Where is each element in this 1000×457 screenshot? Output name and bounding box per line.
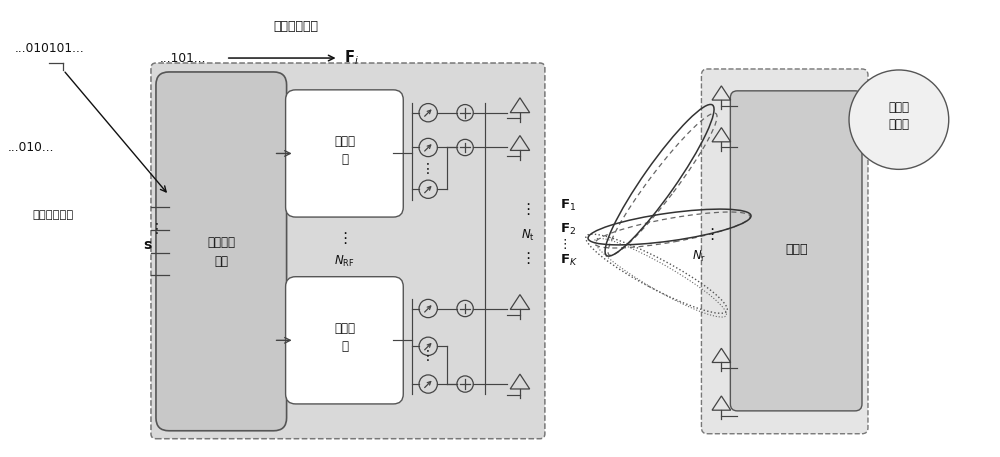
Text: ⋮: ⋮ [520, 251, 536, 266]
Text: $N_{\mathrm{t}}$: $N_{\mathrm{t}}$ [521, 228, 535, 243]
Text: 射频链
路: 射频链 路 [334, 135, 355, 166]
FancyBboxPatch shape [286, 276, 403, 404]
Text: $\mathbf{F}_i$: $\mathbf{F}_i$ [344, 49, 359, 67]
Text: ...010101...: ...010101... [14, 42, 84, 54]
FancyBboxPatch shape [701, 69, 868, 434]
Text: $\mathbf{s}$: $\mathbf{s}$ [143, 238, 153, 252]
Text: ...101...: ...101... [160, 52, 206, 64]
Text: ⋮: ⋮ [150, 222, 164, 236]
Text: $\mathbf{F}_2$: $\mathbf{F}_2$ [560, 222, 576, 237]
Text: 射频链
路: 射频链 路 [334, 322, 355, 353]
Text: ⋮: ⋮ [421, 349, 435, 363]
Text: $N_{\mathrm{r}}$: $N_{\mathrm{r}}$ [692, 249, 707, 265]
Text: ⋮: ⋮ [520, 202, 536, 217]
Text: 接收机: 接收机 [785, 244, 808, 256]
Text: ...010...: ...010... [8, 141, 55, 154]
Text: $\mathbf{F}_1$: $\mathbf{F}_1$ [560, 197, 576, 213]
FancyBboxPatch shape [730, 91, 862, 411]
FancyBboxPatch shape [156, 72, 287, 431]
Text: ⋮: ⋮ [421, 162, 435, 176]
Circle shape [849, 70, 949, 170]
FancyBboxPatch shape [286, 90, 403, 217]
FancyBboxPatch shape [151, 63, 545, 439]
Text: 基带处理
单元: 基带处理 单元 [207, 236, 235, 268]
Text: $\mathbf{F}_K$: $\mathbf{F}_K$ [560, 253, 578, 268]
Text: ⋮: ⋮ [704, 228, 719, 243]
Text: ⋮: ⋮ [559, 239, 571, 251]
Text: $N_{\mathrm{RF}}$: $N_{\mathrm{RF}}$ [334, 254, 355, 269]
Text: 数据符号向量: 数据符号向量 [33, 210, 74, 220]
Text: 波束选择部分: 波束选择部分 [273, 20, 318, 33]
Text: 感知目
标区域: 感知目 标区域 [888, 101, 909, 131]
Text: ⋮: ⋮ [337, 231, 352, 246]
